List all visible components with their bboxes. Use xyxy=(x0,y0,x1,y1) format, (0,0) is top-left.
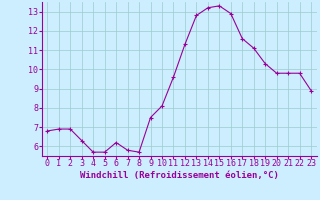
X-axis label: Windchill (Refroidissement éolien,°C): Windchill (Refroidissement éolien,°C) xyxy=(80,171,279,180)
